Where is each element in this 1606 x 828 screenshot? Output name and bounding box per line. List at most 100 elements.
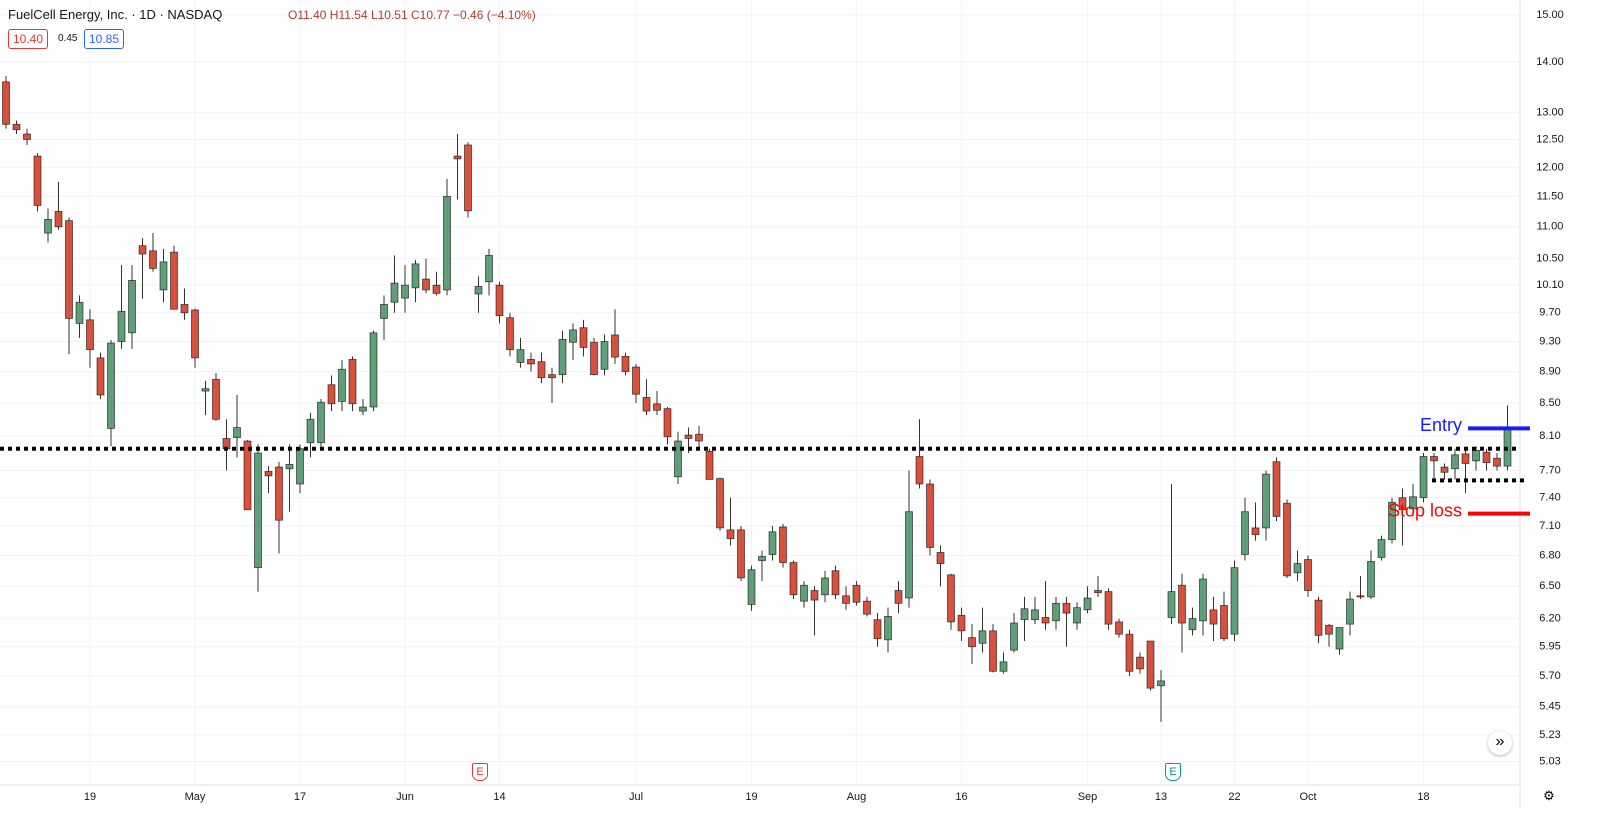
y-tick-label: 7.70 <box>1539 464 1560 476</box>
y-tick-label: 5.70 <box>1539 670 1560 682</box>
candle-body <box>369 332 378 408</box>
candle-body <box>789 562 798 596</box>
candle-body <box>149 250 157 269</box>
candle-body <box>1178 584 1186 624</box>
x-tick-label: Jul <box>629 791 643 803</box>
candle-body <box>1451 454 1459 470</box>
y-tick-label: 11.50 <box>1537 190 1564 202</box>
candle-body <box>44 218 52 234</box>
y-tick-label: 7.40 <box>1539 492 1560 504</box>
candle-body <box>579 327 588 348</box>
y-tick-label: 10.50 <box>1536 253 1564 265</box>
y-tick-label: 5.23 <box>1539 729 1560 741</box>
candle-body <box>506 317 514 351</box>
candle-body <box>537 361 546 379</box>
candle-body <box>264 471 273 477</box>
bid-box[interactable]: 10.40 <box>8 29 49 49</box>
y-tick-label: 6.50 <box>1539 580 1560 592</box>
settings-button[interactable]: ⚙ <box>1540 787 1558 805</box>
candle-body <box>23 133 31 140</box>
candle-body <box>1041 617 1050 624</box>
x-tick-label: Aug <box>847 791 867 803</box>
earnings-marker[interactable]: E <box>1165 763 1181 781</box>
y-tick-label: 15.00 <box>1536 9 1564 21</box>
candle-body <box>590 341 598 376</box>
candle-body <box>1146 640 1155 689</box>
candle-body <box>1482 451 1491 463</box>
candle-body <box>212 378 220 420</box>
candle-body <box>75 301 84 324</box>
candle-body <box>1493 457 1501 467</box>
y-tick-label: 14.00 <box>1536 56 1564 68</box>
y-tick-label: 8.10 <box>1539 430 1560 442</box>
y-tick-label: 9.70 <box>1539 307 1560 319</box>
candle-body <box>684 434 693 439</box>
y-tick-label: 6.80 <box>1539 549 1560 561</box>
candle-body <box>884 615 892 641</box>
candle-body <box>117 310 126 342</box>
y-tick-label: 10.10 <box>1536 279 1564 291</box>
candle-body <box>569 329 577 343</box>
candle-body <box>674 440 682 478</box>
candle-body <box>1388 501 1396 540</box>
candle-body <box>915 456 924 485</box>
candle-body <box>33 155 42 206</box>
candle-body <box>485 254 493 283</box>
candle-body <box>1293 563 1302 574</box>
candle-body <box>495 284 504 316</box>
earnings-marker[interactable]: E <box>472 763 488 781</box>
candle-body <box>957 614 966 632</box>
candle-body <box>1430 456 1438 462</box>
candle-body <box>894 590 903 604</box>
x-tick-label: May <box>185 791 206 803</box>
spread: 0.45 <box>58 33 78 44</box>
candle-body <box>411 263 420 289</box>
y-tick-label: 12.50 <box>1536 133 1564 145</box>
x-tick-label: 19 <box>84 791 96 803</box>
y-tick-label: 7.10 <box>1539 520 1560 532</box>
candle-body <box>1115 621 1123 635</box>
candle-body <box>716 478 724 529</box>
candle-body <box>1409 496 1417 510</box>
candle-body <box>863 600 871 615</box>
candle-body <box>275 466 283 521</box>
x-tick-label: 16 <box>955 791 967 803</box>
ask-box[interactable]: 10.85 <box>84 29 125 49</box>
candle-body <box>1461 453 1470 464</box>
candle-body <box>306 418 315 444</box>
candle-body <box>1073 607 1081 624</box>
candle-body <box>527 358 535 365</box>
candle-body <box>191 309 199 359</box>
candle-body <box>989 630 997 672</box>
candle-body <box>474 286 483 295</box>
candle-body <box>705 450 714 480</box>
candle-body <box>1472 450 1480 462</box>
candle-body <box>1136 656 1144 670</box>
candle-body <box>999 661 1008 672</box>
candle-body <box>296 448 304 485</box>
candle-body <box>1325 624 1333 635</box>
y-tick-label: 8.90 <box>1539 365 1560 377</box>
candle-body <box>201 388 210 392</box>
x-tick-label: Oct <box>1299 791 1316 803</box>
candle-body <box>1083 597 1092 611</box>
candle-body <box>548 374 556 379</box>
candle-body <box>338 368 346 402</box>
candle-body <box>905 511 913 599</box>
candle-body <box>1419 456 1428 499</box>
x-tick-label: 18 <box>1417 791 1429 803</box>
candle-body <box>1272 461 1281 517</box>
candle-body <box>285 463 294 470</box>
scroll-right-button[interactable]: » <box>1488 731 1512 755</box>
x-tick-label: 19 <box>745 791 757 803</box>
candle-body <box>170 251 178 310</box>
candle-body <box>12 123 21 131</box>
y-tick-label: 13.00 <box>1536 107 1564 119</box>
candle-body <box>65 220 73 319</box>
candle-body <box>1283 502 1291 577</box>
x-tick-label: 17 <box>294 791 306 803</box>
candle-body <box>978 630 987 644</box>
ohlc-legend: O11.40 H11.54 L10.51 C10.77 −0.46 (−4.10… <box>288 8 536 22</box>
candle-body <box>1094 590 1102 594</box>
candle-body <box>1167 591 1176 618</box>
